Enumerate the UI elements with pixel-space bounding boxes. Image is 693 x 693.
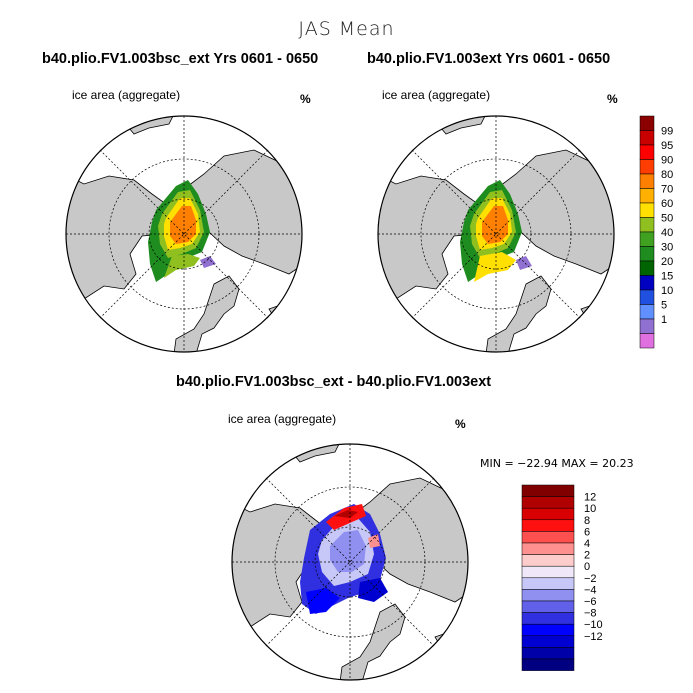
sea-ice-field	[148, 180, 216, 282]
map-border	[377, 115, 615, 353]
legend-label: 0	[584, 561, 590, 573]
legend-label: 6	[584, 526, 590, 538]
map-panel-1	[65, 115, 303, 353]
min-max-readout: MIN = −22.94 MAX = 20.23	[480, 457, 634, 470]
legend-swatch	[639, 173, 655, 189]
legend-label: 50	[661, 213, 673, 225]
legend-label: −12	[584, 631, 603, 643]
map-panel-2	[377, 115, 615, 353]
legend-swatch	[521, 565, 575, 579]
legend-swatch	[521, 531, 575, 544]
legend-label: 10	[661, 285, 673, 297]
legend-swatch	[521, 577, 575, 590]
legend-label: 95	[661, 140, 673, 152]
legend-swatch	[639, 333, 655, 349]
panel-1-units: %	[300, 92, 311, 106]
legend-swatch	[521, 496, 575, 509]
legend-swatch	[639, 275, 655, 291]
legend-swatch	[639, 318, 655, 334]
legend-swatch	[639, 217, 655, 233]
legend-label: 8	[584, 515, 590, 527]
legend-swatch	[639, 130, 655, 146]
difference-field	[300, 504, 388, 614]
legend-swatch	[521, 658, 575, 671]
legend-label: 30	[661, 242, 673, 254]
legend-label: 1	[661, 314, 667, 326]
legend-label: 10	[584, 503, 596, 515]
legend-swatch	[521, 542, 575, 555]
legend-swatch	[521, 647, 575, 660]
legend-label: 2	[584, 550, 590, 562]
map-border	[231, 443, 469, 681]
main-title: JAS Mean	[298, 18, 395, 40]
panel-3-units: %	[455, 417, 466, 431]
panel-1-title: b40.plio.FV1.003bsc_ext Yrs 0601 - 0650	[42, 51, 319, 67]
legend-swatch	[521, 612, 575, 625]
legend-label: 12	[584, 492, 596, 504]
legend-label: −4	[584, 584, 597, 596]
legend-swatch	[639, 231, 655, 247]
graticule	[66, 116, 302, 352]
legend-label: −10	[584, 619, 603, 631]
panel-1-subtitle: ice area (aggregate)	[72, 88, 181, 102]
map-border	[65, 115, 303, 353]
legend-label: −8	[584, 608, 597, 620]
legend-swatch	[521, 600, 575, 613]
map-panel-3	[231, 443, 469, 681]
sea-ice-field	[460, 180, 532, 282]
legend-label: 40	[661, 227, 673, 239]
panel-2-title: b40.plio.FV1.003ext Yrs 0601 - 0650	[367, 51, 611, 67]
legend-label: 5	[661, 300, 667, 312]
legend-label: 70	[661, 184, 673, 196]
legend-swatch	[521, 589, 575, 602]
legend-swatch	[639, 159, 655, 175]
legend-swatch	[639, 289, 655, 305]
graticule	[378, 116, 614, 352]
legend-swatch	[521, 519, 575, 532]
legend-label: 4	[584, 538, 590, 550]
legend-top: 99 95 90 80 70 60 50 40 30 20 15 10 5 1	[639, 115, 673, 349]
legend-label: −6	[584, 596, 597, 608]
graticule	[232, 444, 468, 680]
legend-swatch	[639, 202, 655, 218]
legend-swatch	[521, 507, 575, 521]
panel-3-subtitle: ice area (aggregate)	[228, 412, 337, 426]
panel-2-subtitle: ice area (aggregate)	[382, 88, 491, 102]
legend-label: 20	[661, 256, 673, 268]
legend-label: 90	[661, 155, 673, 167]
panel-3-title: b40.plio.FV1.003bsc_ext - b40.plio.FV1.0…	[176, 374, 492, 390]
legend-label: 80	[661, 169, 673, 181]
legend-swatch	[639, 144, 655, 160]
legend-label: 15	[661, 271, 673, 283]
legend-swatch	[521, 635, 575, 648]
legend-swatch	[639, 115, 655, 131]
panel-2-units: %	[607, 92, 618, 106]
legend-swatch	[521, 623, 575, 637]
legend-swatch	[639, 260, 655, 276]
legend-swatch	[639, 188, 655, 204]
legend-swatch	[639, 246, 655, 262]
legend-swatch	[521, 554, 575, 567]
legend-label: 60	[661, 198, 673, 210]
legend-label: −2	[584, 573, 597, 585]
legend-swatch	[521, 484, 575, 497]
legend-label: 99	[661, 126, 673, 138]
legend-swatch	[639, 304, 655, 320]
